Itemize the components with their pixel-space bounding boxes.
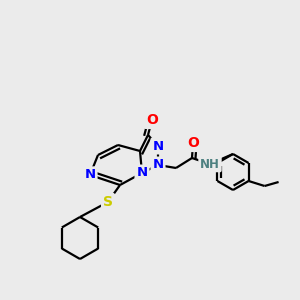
Text: S: S: [103, 195, 113, 209]
Text: N: N: [85, 169, 95, 182]
Text: NH: NH: [200, 158, 220, 170]
Text: N: N: [152, 158, 164, 172]
Text: N: N: [152, 140, 164, 152]
Text: N: N: [136, 167, 148, 179]
Text: O: O: [146, 113, 158, 127]
Text: O: O: [187, 136, 199, 150]
Text: N: N: [84, 169, 96, 182]
